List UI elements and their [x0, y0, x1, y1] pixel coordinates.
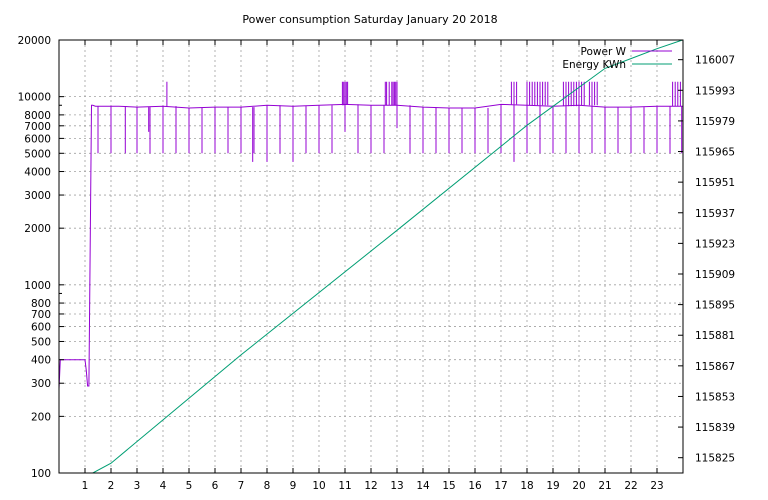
legend: Power W Energy KWh — [562, 46, 672, 71]
x-tick-label: 8 — [264, 480, 271, 492]
y2-tick-label: 115923 — [695, 238, 735, 250]
y-tick-label: 1000 — [24, 280, 51, 292]
y2-tick-label: 115937 — [695, 208, 735, 220]
y2-tick-label: 115909 — [695, 269, 735, 281]
x-tick-label: 19 — [546, 480, 559, 492]
x-tick-label: 10 — [312, 480, 325, 492]
y-tick-label: 100 — [31, 468, 51, 480]
y2-tick-label: 115867 — [695, 361, 735, 373]
y2-tick-label: 115979 — [695, 116, 735, 128]
y-tick-label: 7000 — [24, 121, 51, 133]
x-tick-label: 23 — [650, 480, 663, 492]
y2-tick-label: 116007 — [695, 55, 735, 67]
legend-label-energy: Energy KWh — [562, 59, 626, 71]
y2-tick-label: 115895 — [695, 300, 735, 312]
x-tick-label: 20 — [572, 480, 585, 492]
y-tick-label: 20000 — [18, 35, 51, 47]
chart-title: Power consumption Saturday January 20 20… — [242, 13, 497, 26]
x-tick-label: 5 — [186, 480, 193, 492]
y2-tick-label: 115853 — [695, 391, 735, 403]
x-tick-label: 15 — [442, 480, 455, 492]
y-tick-label: 6000 — [24, 133, 51, 145]
x-tick-label: 13 — [390, 480, 403, 492]
y-tick-label: 5000 — [24, 148, 51, 160]
x-tick-label: 1 — [82, 480, 89, 492]
x-tick-label: 21 — [598, 480, 611, 492]
y2-tick-label: 115881 — [695, 330, 735, 342]
y2-tick-label: 115839 — [695, 422, 735, 434]
y2-tick-label: 115951 — [695, 177, 735, 189]
x-tick-label: 12 — [364, 480, 377, 492]
x-tick-label: 11 — [338, 480, 351, 492]
y-tick-label: 3000 — [24, 190, 51, 202]
axis-layer: 1 2 3 4 5 6 7 8 9 10 11 12 13 14 15 16 17 18 19 20 21 22 23100… — [18, 35, 736, 492]
x-tick-label: 4 — [160, 480, 167, 492]
x-tick-label: 18 — [520, 480, 533, 492]
x-tick-label: 17 — [494, 480, 507, 492]
y-tick-label: 200 — [31, 411, 51, 423]
y-tick-label: 300 — [31, 378, 51, 390]
y-tick-label: 10000 — [18, 92, 51, 104]
y-tick-label: 8000 — [24, 110, 51, 122]
legend-label-power: Power W — [581, 46, 627, 58]
y2-tick-label: 115993 — [695, 85, 735, 97]
y2-tick-label: 115825 — [695, 453, 735, 465]
y-tick-label: 2000 — [24, 223, 51, 235]
y-tick-label: 500 — [31, 336, 51, 348]
x-tick-label: 16 — [468, 480, 482, 492]
y-tick-label: 4000 — [24, 167, 51, 179]
series-layer — [58, 39, 683, 474]
x-tick-label: 22 — [624, 480, 637, 492]
x-tick-label: 14 — [416, 480, 430, 492]
x-tick-label: 2 — [108, 480, 115, 492]
y-tick-label: 400 — [31, 355, 51, 367]
y-tick-label: 600 — [31, 322, 51, 334]
y2-tick-label: 115965 — [695, 147, 735, 159]
y-tick-label: 800 — [31, 298, 51, 310]
x-tick-label: 7 — [238, 480, 245, 492]
y-tick-label: 700 — [31, 309, 51, 321]
x-tick-label: 9 — [290, 480, 297, 492]
x-tick-label: 6 — [212, 480, 219, 492]
x-tick-label: 3 — [134, 480, 141, 492]
